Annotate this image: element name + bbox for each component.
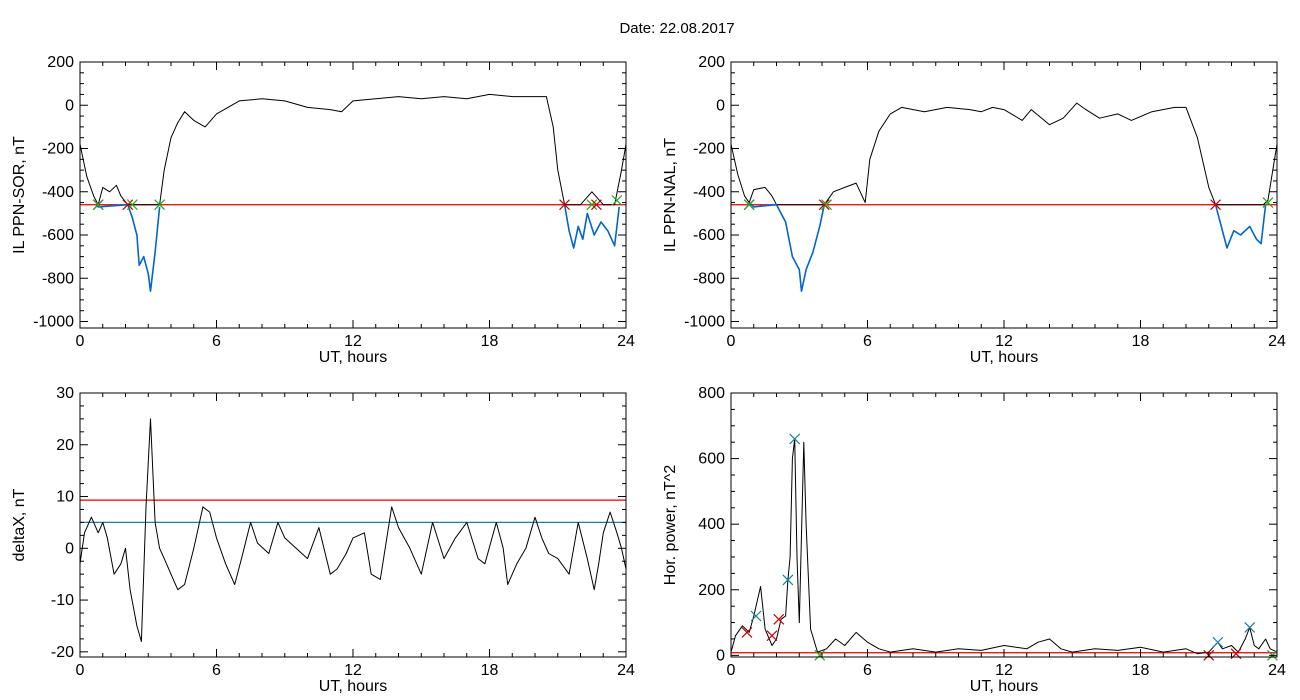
event-marker-green [92, 199, 104, 211]
x-tick-label: 6 [212, 662, 221, 679]
data-series-substorm-segment [563, 204, 620, 249]
plot-frame [79, 61, 627, 329]
y-tick-label: -800 [693, 270, 725, 287]
event-marker-red [559, 199, 570, 211]
chart-panel-sor: 0 6 12 18 24 200 0 -200 -400 -600 -800 -1000 UT, hou… [11, 54, 635, 366]
x-tick-label: 0 [727, 333, 736, 350]
y-tick-label: -10 [51, 592, 74, 609]
event-marker-green [743, 199, 755, 211]
x-tick-label: 0 [727, 662, 736, 679]
x-tick-label: 0 [76, 662, 85, 679]
y-tick-label: -800 [42, 270, 74, 287]
x-axis-label: UT, hours [319, 349, 387, 366]
data-series-substorm-segment [1214, 204, 1267, 249]
x-tick-label: 12 [995, 333, 1013, 350]
y-tick-label: 0 [716, 647, 725, 664]
y-tick-label: -1000 [33, 314, 74, 331]
event-marker-blue [782, 574, 794, 586]
x-tick-label: 24 [617, 662, 635, 679]
y-tick-label: 0 [716, 97, 725, 114]
data-series-main [730, 438, 1278, 655]
plot-frame [730, 392, 1278, 658]
y-tick-label: 800 [698, 385, 725, 402]
data-series-main [79, 93, 627, 206]
event-marker-green [814, 649, 826, 661]
chart-panel-deltax: 0 6 12 18 24 30 20 10 0 -10 -20 UT, hours deltaX, nT [11, 385, 635, 695]
y-axis-label: deltaX, nT [11, 488, 28, 561]
x-axis-label: UT, hours [319, 678, 387, 695]
data-series-substorm-segment [748, 202, 826, 292]
x-tick-label: 24 [1268, 333, 1286, 350]
y-tick-label: 400 [698, 516, 725, 533]
x-tick-label: 18 [481, 662, 499, 679]
data-series-main [730, 102, 1278, 206]
event-marker-blue [789, 433, 801, 445]
plot-frame [79, 392, 627, 658]
y-axis-label: IL PPN-SOR, nT [11, 136, 28, 254]
x-tick-label: 18 [481, 333, 499, 350]
x-tick-label: 24 [1268, 662, 1286, 679]
x-tick-label: 12 [995, 662, 1013, 679]
x-tick-label: 6 [212, 333, 221, 350]
data-series-main [79, 418, 627, 642]
y-tick-label: -600 [693, 227, 725, 244]
event-marker-blue [1212, 636, 1224, 648]
event-marker-red [591, 199, 602, 211]
x-tick-label: 18 [1132, 662, 1150, 679]
event-marker-green [154, 199, 166, 211]
x-tick-label: 6 [863, 662, 872, 679]
event-marker-red [1210, 199, 1221, 211]
chart-panel-horpower: 0 6 12 18 24 800 600 400 200 0 UT, hours Hor. power… [662, 385, 1286, 695]
y-tick-label: -200 [42, 141, 74, 158]
x-tick-label: 0 [76, 333, 85, 350]
event-marker-red [766, 630, 778, 642]
y-tick-label: 20 [56, 437, 74, 454]
y-tick-label: -1000 [684, 314, 725, 331]
y-tick-label: 200 [698, 54, 725, 71]
event-marker-blue [1244, 622, 1256, 633]
x-tick-label: 6 [863, 333, 872, 350]
x-tick-label: 12 [344, 662, 362, 679]
y-tick-label: -20 [51, 644, 74, 661]
y-tick-label: -400 [42, 184, 74, 201]
x-axis-label: UT, hours [970, 678, 1038, 695]
event-marker-blue [750, 610, 762, 622]
page-title: Date: 22.08.2017 [619, 20, 734, 37]
y-tick-label: 200 [47, 54, 74, 71]
y-tick-label: 0 [65, 540, 74, 557]
data-series-substorm-segment [95, 203, 161, 292]
event-marker-green [126, 199, 138, 211]
y-tick-label: 10 [56, 489, 74, 506]
y-tick-label: -200 [693, 141, 725, 158]
y-tick-label: 30 [56, 385, 74, 402]
y-tick-label: 600 [698, 451, 725, 468]
event-marker-green [586, 199, 598, 211]
y-tick-label: -400 [693, 184, 725, 201]
chart-panel-nal: 0 6 12 18 24 200 0 -200 -400 -600 -800 -1000 UT, hou… [662, 54, 1286, 366]
x-tick-label: 24 [617, 333, 635, 350]
y-axis-label: IL PPN-NAL, nT [662, 138, 679, 252]
plot-frame [730, 61, 1278, 329]
event-marker-green [821, 199, 832, 211]
event-marker-green [1262, 197, 1274, 208]
event-marker-red [741, 626, 753, 638]
y-axis-label: Hor. power, nT^2 [662, 465, 679, 586]
event-marker-red [773, 613, 785, 625]
x-tick-label: 12 [344, 333, 362, 350]
event-marker-green [611, 194, 623, 206]
event-marker-red [818, 199, 830, 211]
y-tick-label: 200 [698, 582, 725, 599]
y-tick-label: -600 [42, 227, 74, 244]
event-marker-red [122, 199, 134, 211]
y-tick-label: 0 [65, 97, 74, 114]
x-tick-label: 18 [1132, 333, 1150, 350]
x-axis-label: UT, hours [970, 349, 1038, 366]
